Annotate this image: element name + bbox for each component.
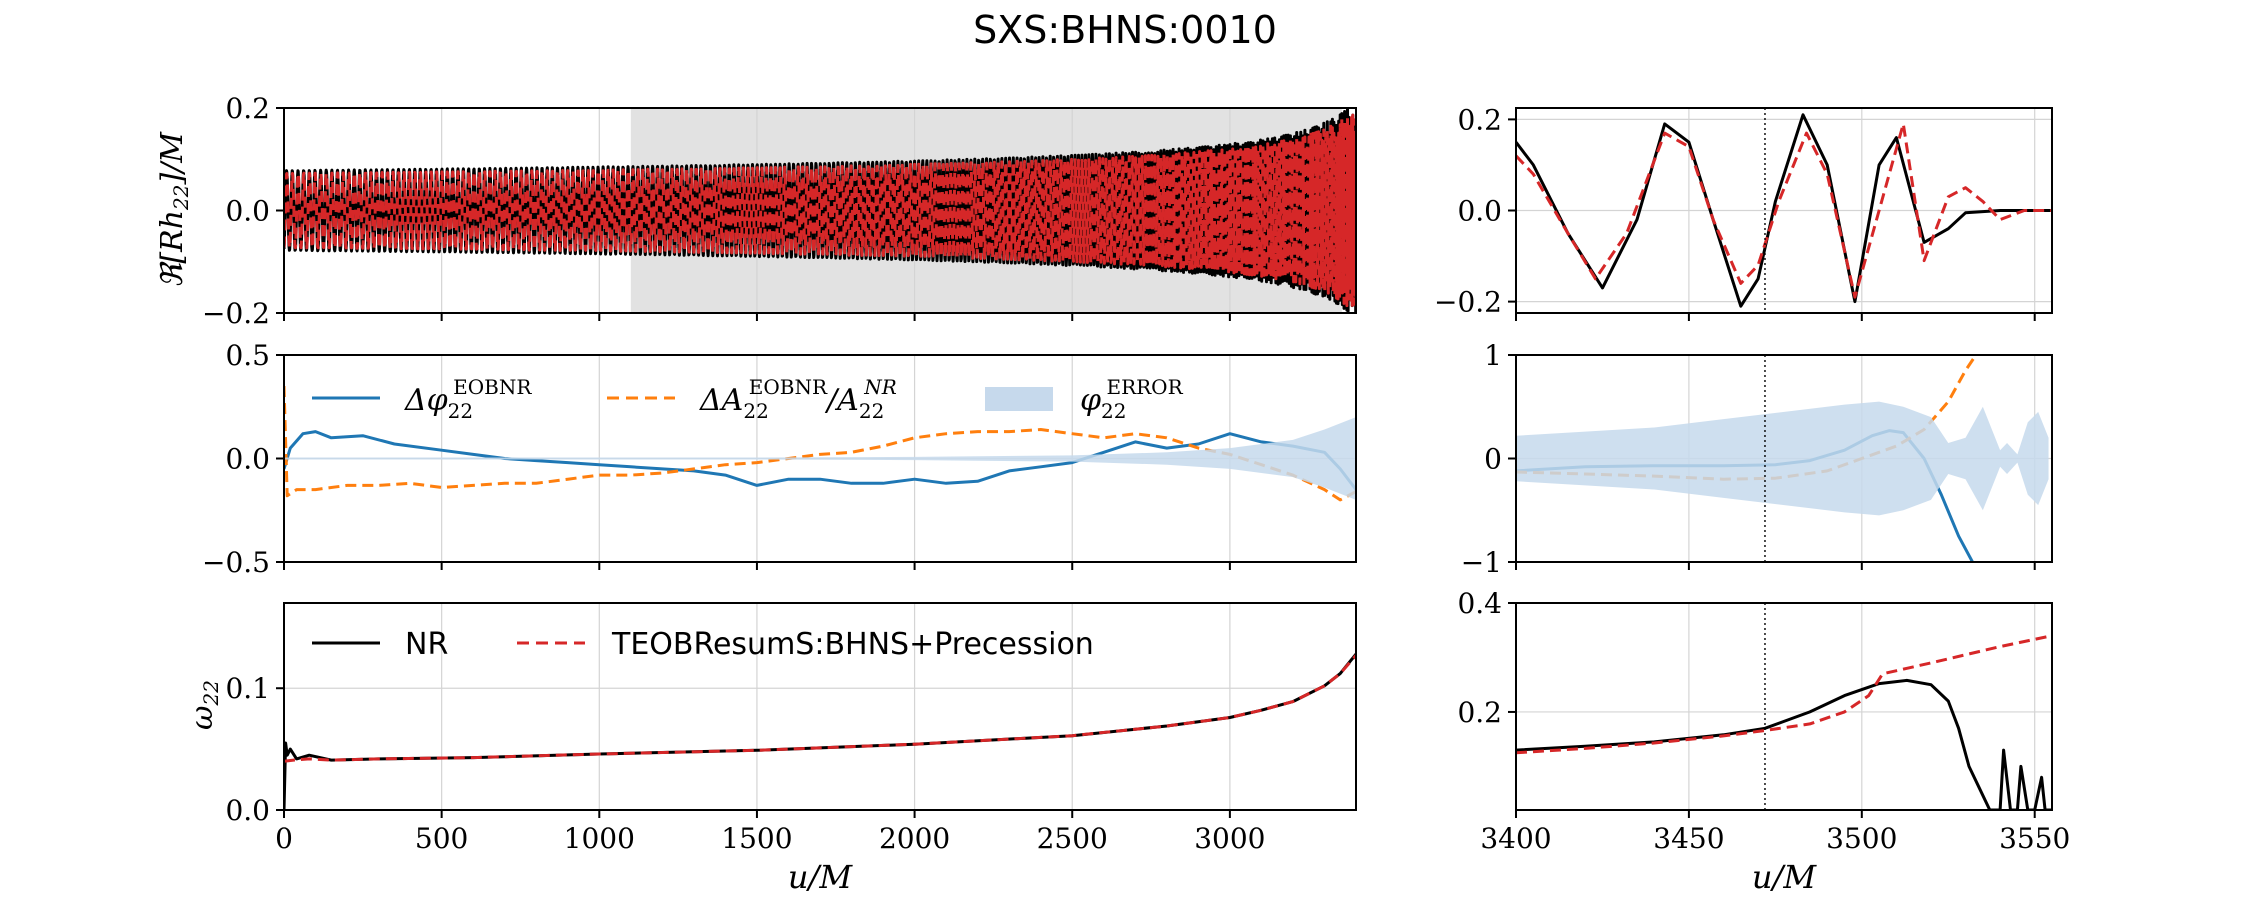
- plot-area: [1516, 355, 2052, 562]
- legend-eob-label: TEOBResumS:BHNS+Precession: [611, 627, 1094, 662]
- x-tick-label: 3000: [1194, 822, 1265, 855]
- error-band: [284, 417, 1356, 500]
- legend-nr-label: NR: [405, 627, 448, 662]
- chart-strain-zoom: −0.2 0.0 0.2: [1434, 103, 2053, 321]
- x-tick-label: 3550: [1999, 822, 2070, 855]
- series-nr: [1516, 113, 2052, 308]
- y-tick-label: 0.0: [1457, 195, 1502, 228]
- y-tick-label: 0.2: [225, 92, 270, 125]
- axes-frame: [283, 602, 1357, 811]
- legend-diff: Δφ22EOBNR ΔA22EOBNR/A22NR φ22ERROR: [312, 375, 1184, 423]
- series-teobresums-bhns-precession: [284, 113, 1356, 308]
- plot-area: [1516, 108, 2052, 313]
- y-tick-label: 0.0: [225, 794, 270, 827]
- x-tick-label: 3450: [1653, 822, 1724, 855]
- plot-area: [284, 355, 1356, 562]
- chart-strain-full: −0.2 0.0 0.2: [202, 92, 1357, 330]
- series-nr: [284, 653, 1356, 810]
- panel-freq-full: ω22: [185, 680, 223, 730]
- axes-frame: [1515, 602, 2053, 811]
- y-tick-label: 0.0: [225, 195, 270, 228]
- y-tick-label: 0: [1484, 443, 1502, 476]
- error-band: [1516, 401, 2049, 516]
- y-tick-label: 0.0: [225, 443, 270, 476]
- ylabel-omega: ω22: [185, 680, 223, 730]
- y-tick-label: 0.1: [225, 672, 270, 705]
- legend-error-label: φ22ERROR: [1080, 375, 1184, 423]
- series-teobresums-bhns-precession: [1516, 634, 2052, 755]
- x-tick-label: 1000: [564, 822, 635, 855]
- series-teobresums-bhns-precession: [284, 654, 1356, 763]
- ylabel-strain: ℜ[Rh22]/M: [155, 131, 193, 288]
- plot-area: [1516, 603, 2052, 810]
- x-axis-label: u/M: [1752, 858, 1817, 896]
- series-teobresums-bhns-precession: [1516, 122, 2052, 299]
- plot-area: [284, 108, 1356, 313]
- y-tick-label: −1: [1461, 546, 1502, 579]
- x-axis-label: u/M: [788, 858, 853, 896]
- series-nr: [1516, 678, 2052, 810]
- y-tick-label: −0.2: [1434, 286, 1502, 319]
- x-tick-label: 0: [275, 822, 293, 855]
- legend-freq: NR TEOBResumS:BHNS+Precession: [312, 627, 1094, 662]
- x-tick-label: 3500: [1826, 822, 1897, 855]
- x-tick-label: 2500: [1037, 822, 1108, 855]
- x-tick-label: 1500: [721, 822, 792, 855]
- chart-diff-zoom: −1 0 1: [1461, 339, 2053, 579]
- chart-diff-full: −0.5 0.0 0.5: [202, 339, 1357, 579]
- series--a22-eobnr-a22-nr: [284, 386, 1356, 502]
- legend-damp-label: ΔA22EOBNR/A22NR: [699, 375, 897, 423]
- y-tick-label: 1: [1484, 339, 1502, 372]
- legend-error-swatch: [985, 387, 1053, 411]
- plot-area: [284, 603, 1356, 810]
- y-tick-label: −0.2: [202, 297, 270, 330]
- y-tick-label: 0.2: [1457, 103, 1502, 136]
- x-tick-label: 2000: [879, 822, 950, 855]
- y-tick-label: 0.5: [225, 339, 270, 372]
- series--22-eobnr: [284, 430, 1356, 491]
- chart-freq-zoom: 3400 3450 3500 3550 0.2 0.4 u/M: [1457, 587, 2070, 896]
- chart-freq-full: 0 500 1000 1500 2000 2500 3000 0.0 0.1 u/M: [225, 602, 1357, 896]
- y-tick-label: 0.2: [1457, 696, 1502, 729]
- x-tick-label: 500: [415, 822, 468, 855]
- x-tick-label: 3400: [1480, 822, 1551, 855]
- y-tick-label: −0.5: [202, 546, 270, 579]
- legend-dphi-label: Δφ22EOBNR: [404, 375, 532, 423]
- panel-strain-full: ℜ[Rh22]/M: [155, 131, 193, 288]
- figure-title: SXS:BHNS:0010: [973, 8, 1277, 52]
- y-tick-label: 0.4: [1457, 587, 1502, 620]
